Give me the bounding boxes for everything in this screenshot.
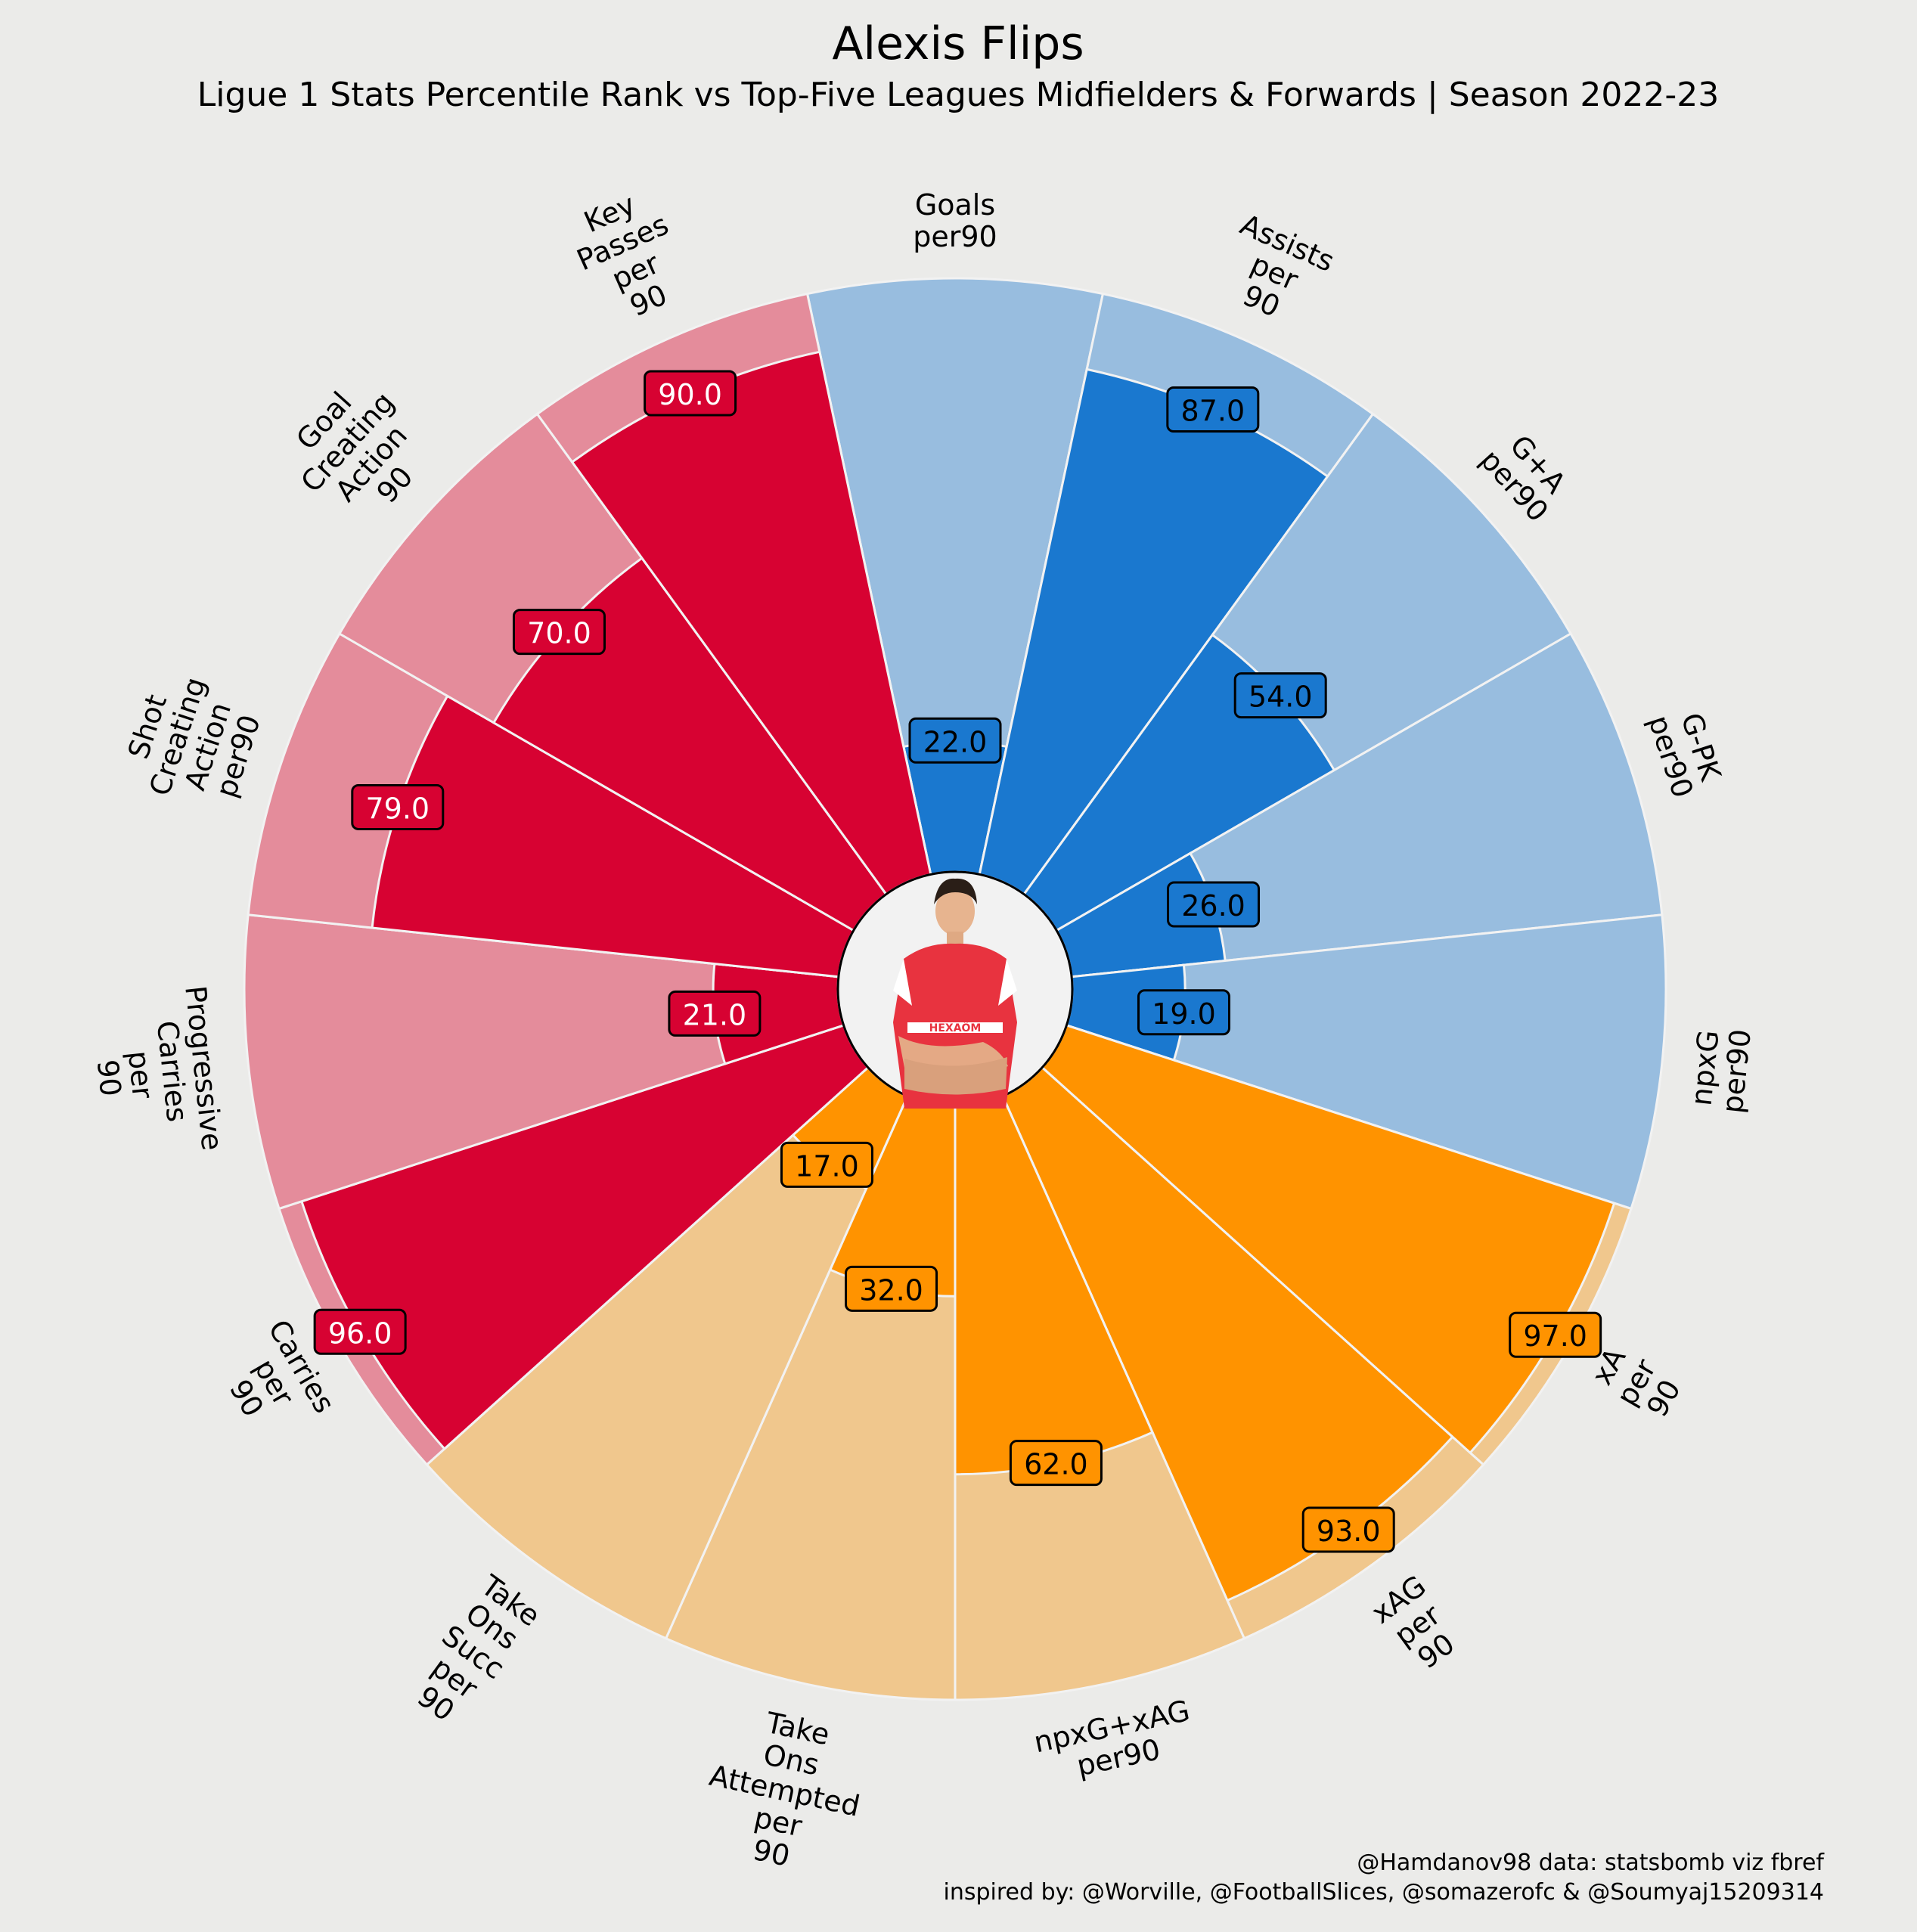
value-label-11: 21.0 — [668, 990, 762, 1037]
credits-line-2: inspired by: @Worville, @FootballSlices,… — [944, 1879, 1824, 1906]
credits-line-1: @Hamdanov98 data: statsbomb viz fbref — [1357, 1850, 1825, 1876]
svg-text:79.0: 79.0 — [365, 792, 430, 825]
svg-text:npxG: npxG — [1684, 1028, 1725, 1107]
value-label-3: 26.0 — [1167, 881, 1261, 928]
svg-text:93.0: 93.0 — [1317, 1515, 1381, 1548]
svg-text:19.0: 19.0 — [1152, 997, 1216, 1031]
svg-text:62.0: 62.0 — [1024, 1448, 1088, 1481]
value-label-4: 19.0 — [1137, 989, 1230, 1036]
chart-subtitle: Ligue 1 Stats Percentile Rank vs Top-Fiv… — [197, 76, 1720, 114]
svg-text:21.0: 21.0 — [683, 998, 747, 1031]
svg-text:96.0: 96.0 — [328, 1316, 392, 1350]
center-player-photo: HEXAÔM — [836, 870, 1074, 1109]
svg-text:97.0: 97.0 — [1523, 1320, 1587, 1353]
value-label-9: 17.0 — [780, 1141, 873, 1188]
svg-text:90: 90 — [750, 1833, 793, 1873]
player-photo-icon: HEXAÔM — [893, 878, 1017, 1109]
svg-text:70.0: 70.0 — [527, 617, 591, 650]
value-labels-group: 22.0 87.0 54.0 26.0 19.0 97.0 93.0 62.0 32.0 17.0… — [313, 370, 1602, 1553]
value-label-7: 62.0 — [1009, 1440, 1103, 1487]
svg-text:per90: per90 — [913, 220, 997, 253]
svg-text:90.0: 90.0 — [658, 378, 722, 411]
svg-text:26.0: 26.0 — [1181, 889, 1245, 923]
svg-text:90: 90 — [91, 1058, 128, 1098]
svg-text:87.0: 87.0 — [1181, 394, 1245, 427]
value-label-5: 97.0 — [1509, 1311, 1602, 1358]
value-label-0: 22.0 — [908, 717, 1002, 764]
value-label-14: 90.0 — [644, 370, 737, 417]
value-label-12: 79.0 — [351, 783, 445, 830]
svg-text:32.0: 32.0 — [859, 1273, 923, 1307]
value-label-10: 96.0 — [313, 1308, 407, 1355]
svg-text:Goals: Goals — [915, 188, 995, 222]
svg-text:54.0: 54.0 — [1249, 681, 1313, 714]
value-label-13: 70.0 — [512, 609, 606, 656]
value-label-8: 32.0 — [845, 1265, 938, 1312]
value-label-6: 93.0 — [1301, 1506, 1395, 1553]
svg-text:per: per — [122, 1050, 160, 1101]
value-label-1: 87.0 — [1166, 386, 1260, 433]
svg-text:17.0: 17.0 — [795, 1149, 859, 1183]
svg-text:HEXAÔM: HEXAÔM — [929, 1021, 982, 1034]
chart-title: Alexis Flips — [832, 17, 1084, 70]
svg-text:22.0: 22.0 — [923, 725, 988, 758]
value-label-2: 54.0 — [1233, 672, 1327, 719]
